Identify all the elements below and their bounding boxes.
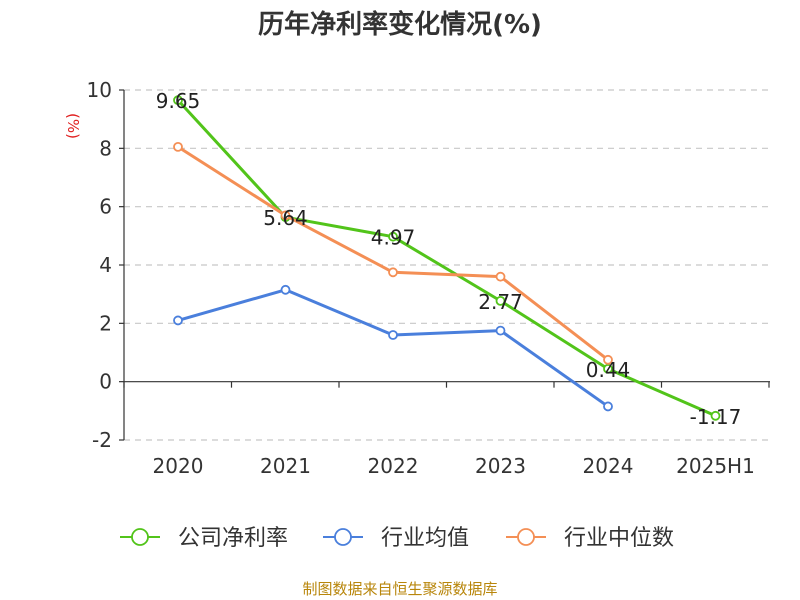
y-tick-label: 0 [99, 370, 112, 394]
data-point[interactable] [603, 354, 613, 365]
source-note: 制图数据来自恒生聚源数据库 [302, 580, 498, 598]
data-point[interactable] [388, 231, 398, 242]
legend-marker [517, 528, 535, 546]
data-point[interactable] [388, 330, 398, 340]
y-tick-label: -2 [92, 428, 112, 452]
data-label: 9.65 [156, 89, 201, 113]
legend-label[interactable]: 行业均值 [381, 526, 469, 551]
data-point[interactable] [280, 210, 291, 221]
y-tick-label: 2 [99, 311, 112, 335]
y-tick-label: 4 [99, 253, 112, 277]
data-label: -1.17 [690, 405, 742, 429]
chart-title: 历年净利率变化情况(%) [258, 10, 542, 40]
data-point[interactable] [603, 401, 613, 412]
data-point[interactable] [388, 267, 398, 278]
data-point[interactable] [173, 95, 183, 106]
x-tick-label: 2023 [475, 454, 526, 478]
gridlines [124, 89, 770, 441]
data-label: 4.97 [371, 226, 416, 250]
data-labels: 9.65 5.64 4.97 2.77 0.44 -1.17 [156, 89, 742, 429]
data-point[interactable] [280, 284, 291, 295]
legend-marker [334, 528, 352, 546]
data-label: 5.64 [263, 206, 308, 230]
data-label: 2.77 [478, 290, 523, 314]
data-point[interactable] [173, 315, 183, 326]
data-point[interactable] [495, 295, 506, 306]
y-tick-label: 8 [99, 136, 112, 160]
data-point[interactable] [173, 141, 183, 152]
data-point[interactable] [603, 363, 613, 374]
x-tick-label: 2022 [368, 454, 419, 478]
y-tick-label: 6 [99, 195, 112, 219]
axes: -2 0 2 4 6 8 10 2020 2021 2022 2023 2024 2025H1 (%) [64, 78, 770, 478]
legend-marker [131, 528, 149, 546]
legend-label[interactable]: 行业中位数 [564, 526, 674, 551]
x-tick-label: 2020 [153, 454, 204, 478]
legend-label[interactable]: 公司净利率 [178, 526, 288, 551]
series-line [176, 99, 717, 418]
x-tick-label: 2021 [260, 454, 311, 478]
y-tick-label: 10 [87, 78, 112, 102]
legend: 公司净利率 行业均值 行业中位数 [120, 526, 674, 551]
data-point[interactable] [710, 410, 721, 421]
x-tick-label: 2025H1 [676, 454, 755, 478]
y-axis-label: (%) [64, 113, 82, 139]
series-lines [173, 95, 721, 421]
data-label: 0.44 [586, 358, 631, 382]
series-line [177, 288, 609, 408]
data-point[interactable] [495, 271, 506, 282]
data-point[interactable] [495, 325, 506, 336]
x-tick-label: 2024 [583, 454, 634, 478]
